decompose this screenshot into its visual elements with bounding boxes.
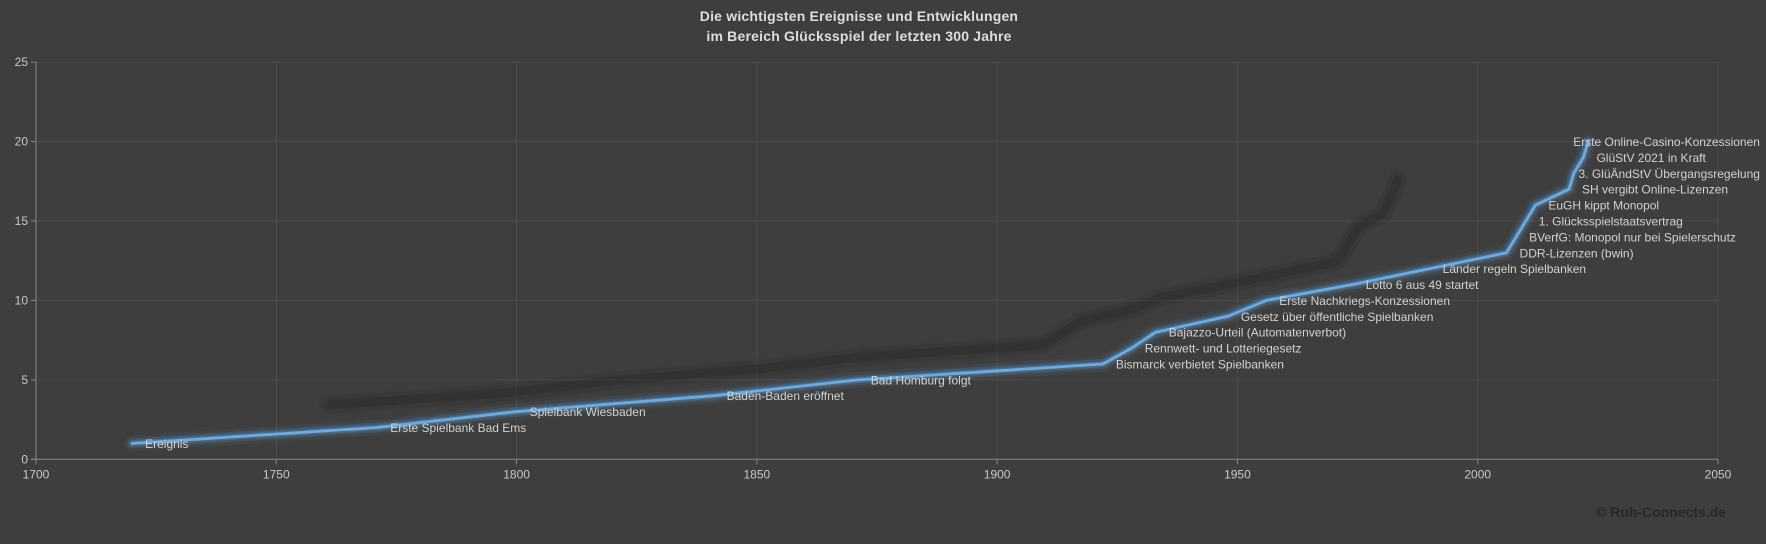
x-tick-label: 2050 <box>1705 467 1732 481</box>
event-label: EuGH kippt Monopol <box>1548 199 1659 213</box>
event-label: 3. GlüÄndStV Übergangsregelung <box>1579 167 1760 181</box>
event-label: Rennwett- und Lotteriegesetz <box>1145 342 1302 356</box>
x-tick-label: 1800 <box>503 467 530 481</box>
series-line-glow <box>124 133 1597 452</box>
y-tick-label: 0 <box>21 452 28 466</box>
event-label: Gesetz über öffentliche Spielbanken <box>1241 310 1434 324</box>
chart-title: Die wichtigsten Ereignisse und Entwicklu… <box>0 6 1718 46</box>
event-label: 1. Glücksspielstaatsvertrag <box>1539 214 1683 228</box>
chart-title-line1: Die wichtigsten Ereignisse und Entwicklu… <box>699 8 1019 24</box>
y-tick-label: 5 <box>21 373 28 387</box>
series-line-glow <box>129 138 1592 447</box>
series-shadow <box>323 173 1403 410</box>
event-label: Erste Nachkriegs-Konzessionen <box>1279 294 1450 308</box>
event-label: Erste Spielbank Bad Ems <box>390 421 526 435</box>
x-tick-label: 1750 <box>263 467 290 481</box>
event-label: Bad Homburg folgt <box>871 373 972 387</box>
event-label: SH vergibt Online-Lizenzen <box>1582 183 1728 197</box>
event-label: Bismarck verbietet Spielbanken <box>1116 357 1284 371</box>
event-label: BVerfG: Monopol nur bei Spielerschutz <box>1529 230 1736 244</box>
series-name-label: Ereignis <box>145 437 188 451</box>
y-tick-label: 20 <box>15 135 29 149</box>
x-tick-label: 1700 <box>23 467 50 481</box>
watermark-text: © Ruh-Connects.de <box>1596 504 1727 520</box>
event-label: Erste Online-Casino-Konzessionen <box>1573 135 1760 149</box>
series-line-glow <box>127 136 1594 449</box>
event-label: Länder regeln Spielbanken <box>1443 262 1586 276</box>
x-tick-label: 1900 <box>984 467 1011 481</box>
y-tick-label: 25 <box>15 55 29 69</box>
x-tick-label: 2000 <box>1464 467 1491 481</box>
x-tick-label: 1850 <box>744 467 771 481</box>
event-label: GlüStV 2021 in Kraft <box>1596 151 1706 165</box>
series-line <box>130 140 1590 445</box>
event-label: Lotto 6 aus 49 startet <box>1366 278 1479 292</box>
chart-title-line2: im Bereich Glücksspiel der letzten 300 J… <box>706 28 1012 44</box>
y-tick-label: 15 <box>15 214 29 228</box>
event-label: Spielbank Wiesbaden <box>530 405 646 419</box>
y-tick-label: 10 <box>15 293 29 307</box>
event-label: Baden-Baden eröffnet <box>727 389 845 403</box>
x-tick-label: 1950 <box>1224 467 1251 481</box>
event-label: DDR-Lizenzen (bwin) <box>1520 246 1634 260</box>
event-label: Bajazzo-Urteil (Automatenverbot) <box>1169 326 1346 340</box>
